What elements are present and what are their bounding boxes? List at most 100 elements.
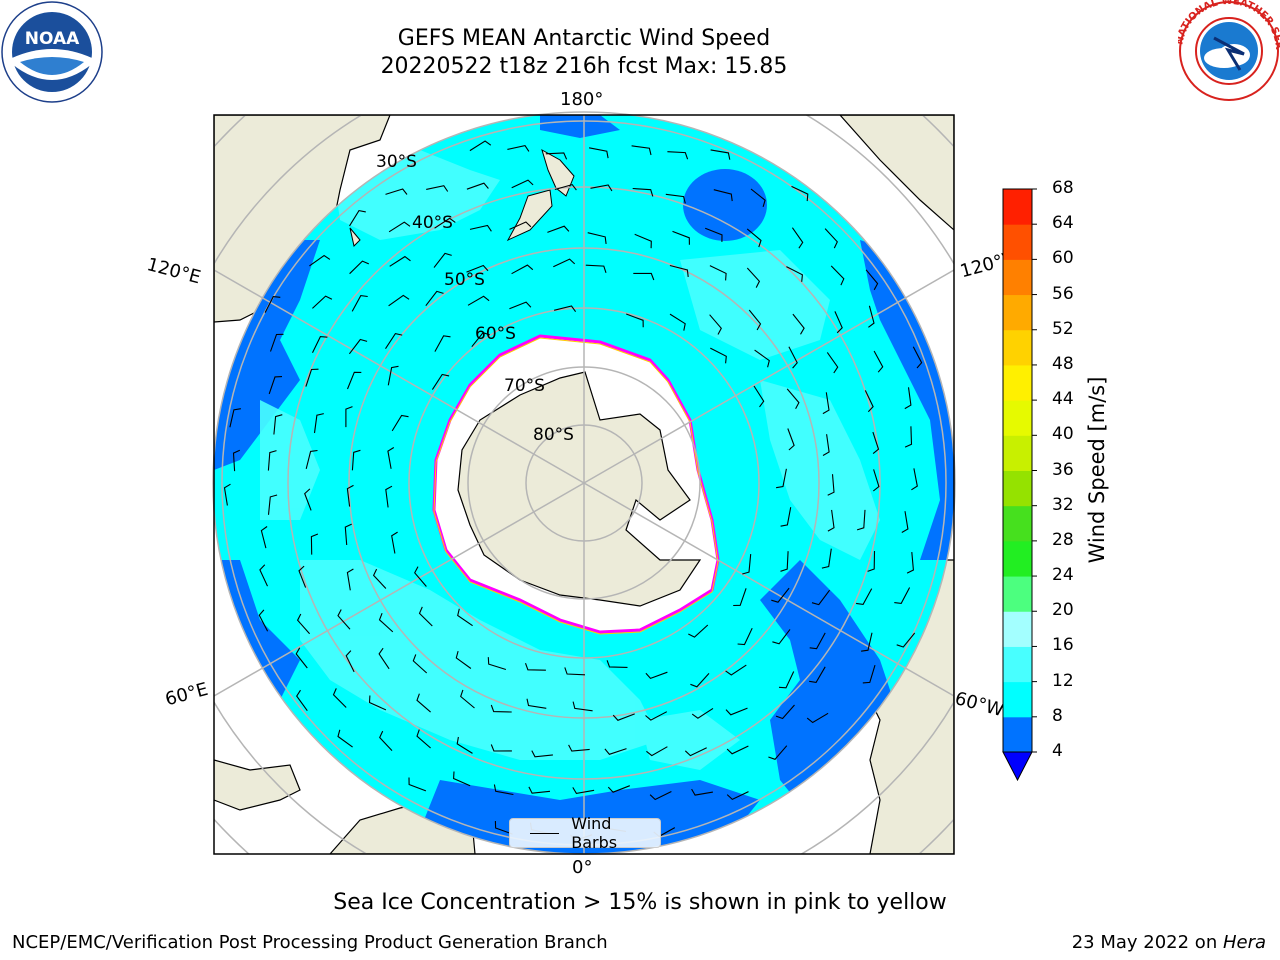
wind-barb bbox=[378, 647, 390, 670]
legend-line-icon bbox=[530, 832, 560, 834]
wind-barb bbox=[750, 188, 766, 208]
wind-barb bbox=[223, 483, 231, 506]
wind-barb bbox=[911, 468, 918, 491]
map-title: GEFS MEAN Antarctic Wind Speed bbox=[397, 26, 771, 51]
wind-barb bbox=[295, 647, 308, 669]
wind-barb bbox=[786, 266, 803, 282]
wind-barb bbox=[746, 228, 762, 248]
wind-barb bbox=[667, 151, 689, 160]
wind-barb bbox=[725, 664, 747, 676]
colorbar-bin bbox=[1003, 646, 1032, 683]
wind-barb bbox=[861, 632, 873, 652]
lat-label-50s: 50°S bbox=[444, 270, 485, 290]
wind-barb bbox=[864, 390, 874, 413]
wind-barb bbox=[466, 264, 489, 273]
colorbar-tick-label: 68 bbox=[1052, 178, 1074, 198]
colorbar-bin bbox=[1003, 435, 1032, 471]
wind-barb bbox=[312, 336, 328, 354]
wind-barb bbox=[349, 260, 370, 275]
wind-barb bbox=[791, 227, 804, 249]
wind-barb bbox=[385, 188, 408, 195]
wind-barb bbox=[726, 745, 749, 755]
wind-barb bbox=[826, 352, 839, 374]
wind-barb bbox=[264, 296, 281, 313]
colorbar-bin bbox=[1003, 189, 1032, 225]
colorbar-tick-label: 52 bbox=[1052, 318, 1074, 339]
colorbar-tick-label: 4 bbox=[1052, 741, 1063, 761]
lat-label-60s: 60°S bbox=[475, 324, 516, 344]
wind-barb bbox=[626, 313, 644, 328]
wind-barb bbox=[466, 182, 489, 190]
wind-barb bbox=[806, 712, 829, 724]
colorbar-tick-label: 36 bbox=[1052, 459, 1074, 480]
lat-label-70s: 70°S bbox=[504, 376, 545, 396]
wind-barb bbox=[856, 588, 873, 605]
wind-barb bbox=[469, 224, 492, 232]
wind-barb bbox=[554, 183, 577, 191]
wind-barb bbox=[389, 255, 411, 267]
noaa-logo-text: NOAA bbox=[25, 29, 80, 49]
wind-barb bbox=[691, 707, 714, 719]
wind-barb bbox=[273, 414, 283, 435]
wind-barb bbox=[742, 554, 752, 575]
wind-barb bbox=[631, 145, 652, 156]
wind-barb bbox=[612, 713, 635, 721]
wind-barb bbox=[345, 406, 353, 428]
wind-barb bbox=[568, 744, 590, 752]
wind-barb bbox=[791, 185, 809, 202]
wind-barb bbox=[772, 629, 791, 645]
wind-barb bbox=[351, 295, 368, 312]
lat-label-80s: 80°S bbox=[533, 425, 574, 445]
wind-barb bbox=[604, 748, 627, 755]
wind-barb bbox=[665, 193, 686, 204]
wind-barb bbox=[418, 606, 433, 627]
wind-barb bbox=[856, 509, 866, 531]
wind-barb bbox=[792, 313, 805, 335]
wind-barb bbox=[528, 786, 551, 794]
wind-barb bbox=[827, 474, 835, 496]
wind-barb bbox=[337, 729, 353, 748]
wind-barb bbox=[511, 264, 534, 275]
wind-barb bbox=[310, 533, 319, 555]
wind-barb bbox=[387, 447, 395, 469]
wind-barb bbox=[904, 387, 912, 410]
wind-barb bbox=[511, 179, 534, 189]
wind-barb bbox=[268, 376, 283, 395]
wind-barb bbox=[426, 185, 449, 192]
wind-barb bbox=[434, 217, 456, 229]
colorbar-tick-label: 24 bbox=[1052, 565, 1074, 586]
wind-barb bbox=[709, 314, 722, 335]
wind-barb bbox=[469, 140, 492, 152]
wind-barb bbox=[809, 666, 826, 684]
wind-barb bbox=[704, 227, 723, 242]
wind-barb bbox=[590, 184, 613, 192]
wind-barb bbox=[646, 746, 668, 757]
wind-barb bbox=[431, 373, 450, 390]
colorbar-bin bbox=[1003, 224, 1032, 260]
wind-barb bbox=[312, 295, 333, 309]
nws-logo: NATIONAL WEATHER SERVICE bbox=[1178, 0, 1280, 101]
wind-barb bbox=[526, 698, 547, 709]
wind-barb bbox=[388, 294, 410, 307]
wind-barb bbox=[748, 309, 762, 331]
wind-barb bbox=[344, 523, 352, 546]
wind-barb bbox=[434, 335, 451, 352]
wind-barb bbox=[378, 612, 394, 633]
wind-barb bbox=[809, 632, 826, 650]
wind-barb bbox=[332, 688, 347, 708]
wind-barb bbox=[232, 449, 241, 472]
colorbar-tick-label: 40 bbox=[1052, 424, 1074, 445]
wind-barb bbox=[509, 301, 532, 310]
wind-barb bbox=[433, 252, 452, 268]
colorbar-bin bbox=[1003, 681, 1032, 718]
wind-barb bbox=[645, 671, 668, 680]
wind-barb bbox=[509, 221, 532, 230]
wind-barb bbox=[269, 333, 284, 352]
colorbar-tick-label: 44 bbox=[1052, 389, 1074, 410]
wind-barb bbox=[753, 385, 765, 408]
wind-barb bbox=[453, 771, 471, 787]
wind-barb bbox=[867, 550, 876, 572]
wind-barb bbox=[471, 332, 490, 348]
wind-barb bbox=[834, 311, 843, 334]
